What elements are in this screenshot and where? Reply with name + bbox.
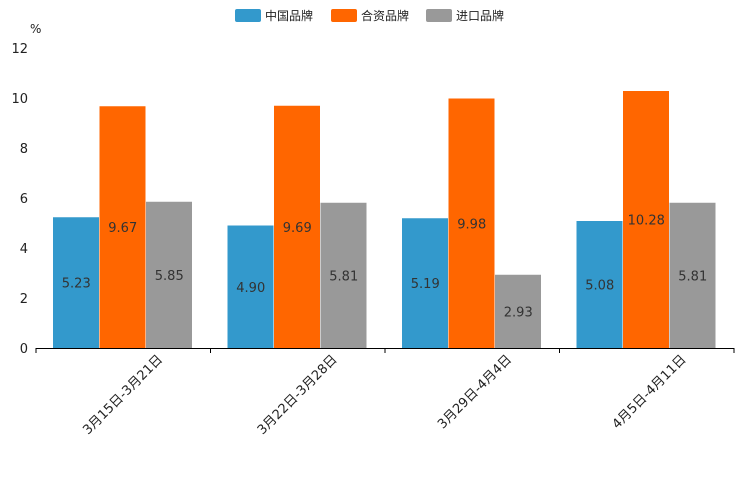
data-label-1-1: 9.69 — [283, 221, 312, 236]
legend-label-0: 中国品牌 — [265, 8, 313, 23]
bar-1-3 — [623, 91, 669, 348]
x-tick-label: 3月29日-4月4日 — [435, 352, 515, 432]
x-tick-label: 4月5日-4月11日 — [610, 352, 690, 432]
bar-1-1 — [274, 105, 320, 348]
data-label-2-3: 5.81 — [678, 269, 707, 284]
y-tick-label: 2 — [20, 292, 28, 307]
data-label-1-3: 10.28 — [628, 214, 665, 229]
data-label-0-0: 5.23 — [62, 277, 91, 292]
bar-0-2 — [402, 218, 448, 348]
data-label-1-2: 9.98 — [457, 217, 486, 232]
data-label-0-1: 4.90 — [236, 281, 265, 296]
x-tick-label: 3月15日-3月21日 — [80, 352, 166, 438]
data-label-2-2: 2.93 — [504, 305, 533, 320]
y-axis: 0 2 4 6 8 10 12 — [11, 42, 28, 357]
legend-swatch-1 — [331, 9, 357, 22]
legend: 中国品牌 合资品牌 进口品牌 — [235, 8, 504, 23]
bar-0-0 — [53, 217, 99, 348]
y-tick-label: 4 — [20, 242, 28, 257]
legend-swatch-0 — [235, 9, 261, 22]
bar-2-1 — [320, 202, 367, 348]
bar-2-3 — [669, 202, 716, 348]
bars: 5.23 9.67 5.85 4.90 9.69 5.81 5.19 9.98 2.93 5.08… — [53, 91, 716, 348]
legend-label-1: 合资品牌 — [361, 8, 409, 23]
data-label-2-0: 5.85 — [155, 269, 184, 284]
bar-1-2 — [448, 98, 495, 348]
y-tick-label: 8 — [20, 142, 28, 157]
y-tick-label: 0 — [20, 342, 28, 357]
bar-0-3 — [576, 221, 623, 348]
bar-1-0 — [99, 106, 146, 348]
y-tick-label: 10 — [11, 92, 28, 107]
bar-2-0 — [146, 201, 192, 348]
legend-swatch-2 — [426, 9, 452, 22]
bar-2-2 — [495, 274, 541, 348]
y-tick-label: 6 — [20, 192, 28, 207]
data-label-2-1: 5.81 — [329, 269, 358, 284]
x-axis: 3月15日-3月21日 3月22日-3月28日 3月29日-4月4日 4月5日-4月1… — [35, 348, 735, 438]
data-label-0-3: 5.08 — [585, 279, 614, 294]
data-label-1-0: 9.67 — [108, 221, 137, 236]
y-axis-unit: % — [30, 22, 41, 36]
x-tick-label: 3月22日-3月28日 — [255, 352, 341, 438]
bar-0-1 — [227, 225, 274, 348]
data-label-0-2: 5.19 — [411, 277, 440, 292]
y-tick-label: 12 — [11, 42, 28, 57]
legend-label-2: 进口品牌 — [456, 9, 504, 23]
